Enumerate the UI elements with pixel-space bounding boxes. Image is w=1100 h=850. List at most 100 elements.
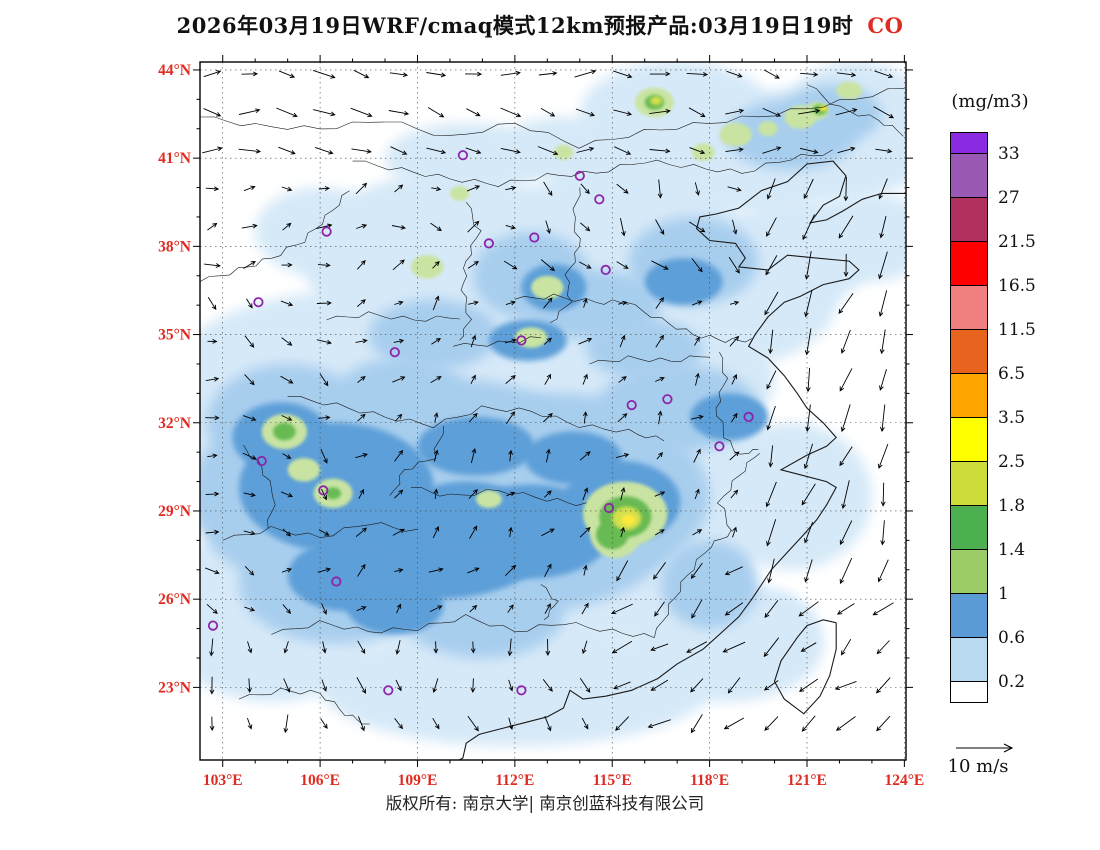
copyright-footer: 版权所有: 南京大学| 南京创蓝科技有限公司 — [385, 794, 705, 813]
wind-arrow — [763, 637, 780, 658]
wind-arrow — [878, 251, 888, 280]
wind-arrow — [538, 71, 558, 76]
wind-arrow — [655, 376, 665, 382]
wind-arrow — [467, 567, 480, 574]
wind-arrow — [204, 263, 221, 268]
field-blob — [524, 431, 622, 485]
colorbar-band — [950, 417, 988, 462]
wind-arrow — [246, 717, 253, 730]
wind-arrow — [244, 335, 255, 348]
province-border — [271, 614, 655, 639]
wind-arrow — [798, 108, 821, 115]
wind-arrow — [839, 446, 853, 467]
wind-arrow — [835, 108, 858, 116]
field-blob — [475, 490, 502, 509]
wind-arrow — [582, 564, 588, 576]
wind-arrow — [766, 217, 777, 237]
wind-arrow — [356, 259, 366, 270]
wind-arrow — [837, 146, 856, 154]
wind-arrow — [655, 334, 664, 348]
wind-arrow — [764, 600, 779, 618]
wind-arrow — [722, 641, 746, 653]
wind-arrow — [620, 487, 626, 501]
wind-arrow — [389, 72, 409, 78]
field-blob — [784, 84, 882, 144]
wind-arrow — [428, 567, 444, 573]
wind-arrow — [879, 215, 887, 239]
wind-arrow — [503, 260, 518, 270]
wind-arrow — [542, 412, 553, 423]
wind-arrow — [350, 107, 373, 118]
lat-tick-label: 26°N — [158, 591, 191, 608]
wind-arrow — [355, 338, 368, 344]
wind-arrow — [765, 481, 777, 508]
field-blob — [287, 458, 321, 482]
wind-arrow — [242, 415, 257, 422]
wind-arrow — [431, 186, 442, 192]
wind-arrow — [319, 373, 329, 387]
wind-arrow — [281, 567, 293, 573]
wind-arrow — [505, 300, 516, 306]
city-marker — [594, 194, 605, 205]
wind-arrow — [582, 411, 588, 424]
wind-vectors — [202, 69, 895, 734]
field-blob — [719, 122, 752, 147]
wind-arrow — [396, 603, 402, 614]
wind-arrow — [431, 337, 442, 345]
colorbar-tick-label: 3.5 — [998, 408, 1026, 428]
city-marker — [483, 238, 494, 249]
wind-arrow — [243, 492, 256, 498]
colorbar-tick-label: 1 — [998, 584, 1009, 604]
wind-arrow — [877, 443, 889, 469]
map-border — [199, 61, 907, 761]
wind-arrow — [798, 601, 819, 617]
province-border — [411, 487, 587, 507]
wind-arrow — [317, 567, 332, 573]
wind-arrow — [470, 641, 476, 654]
wind-arrow — [694, 488, 700, 500]
lon-tick-label: 109°E — [398, 772, 438, 789]
province-border — [459, 202, 482, 341]
wind-arrow — [768, 329, 774, 355]
colorbar-tick-label: 2.5 — [998, 452, 1026, 472]
wind-arrow — [537, 146, 559, 156]
wind-arrow — [689, 147, 706, 155]
wind-arrow — [209, 638, 214, 657]
lat-tick-label: 35°N — [158, 327, 191, 344]
wind-arrow — [357, 299, 366, 307]
city-marker — [626, 399, 637, 411]
wind-arrow — [655, 219, 665, 235]
wind-arrow — [544, 603, 551, 614]
city-marker — [603, 502, 615, 514]
wind-arrow — [581, 602, 589, 615]
wind-arrow — [545, 220, 551, 234]
wind-arrow — [500, 107, 522, 118]
wind-arrow — [500, 70, 521, 76]
wind-arrow — [467, 220, 480, 233]
wind-arrow — [880, 482, 886, 507]
wind-arrow — [619, 218, 626, 237]
wind-arrow — [391, 225, 406, 230]
wind-arrow — [580, 183, 590, 195]
field-blob — [514, 327, 548, 348]
field-blob — [417, 416, 535, 476]
wind-arrow — [650, 643, 669, 652]
wind-arrow — [686, 72, 709, 77]
wind-arrow — [766, 178, 776, 200]
wind-arrow — [578, 261, 592, 269]
wind-arrow — [800, 642, 817, 652]
field-blob — [336, 358, 467, 429]
wind-arrow — [469, 525, 478, 539]
wind-arrow — [581, 640, 588, 655]
wind-arrow — [388, 110, 410, 116]
colorbar-band — [950, 241, 988, 286]
island-coastline — [773, 619, 837, 715]
wind-arrow — [392, 528, 405, 536]
province-border — [243, 444, 276, 529]
colorbar-tick-label: 16.5 — [998, 276, 1036, 296]
wind-arrow — [283, 678, 291, 693]
wind-arrow — [691, 599, 703, 619]
wind-arrow — [243, 530, 256, 536]
wind-arrow — [281, 415, 293, 421]
